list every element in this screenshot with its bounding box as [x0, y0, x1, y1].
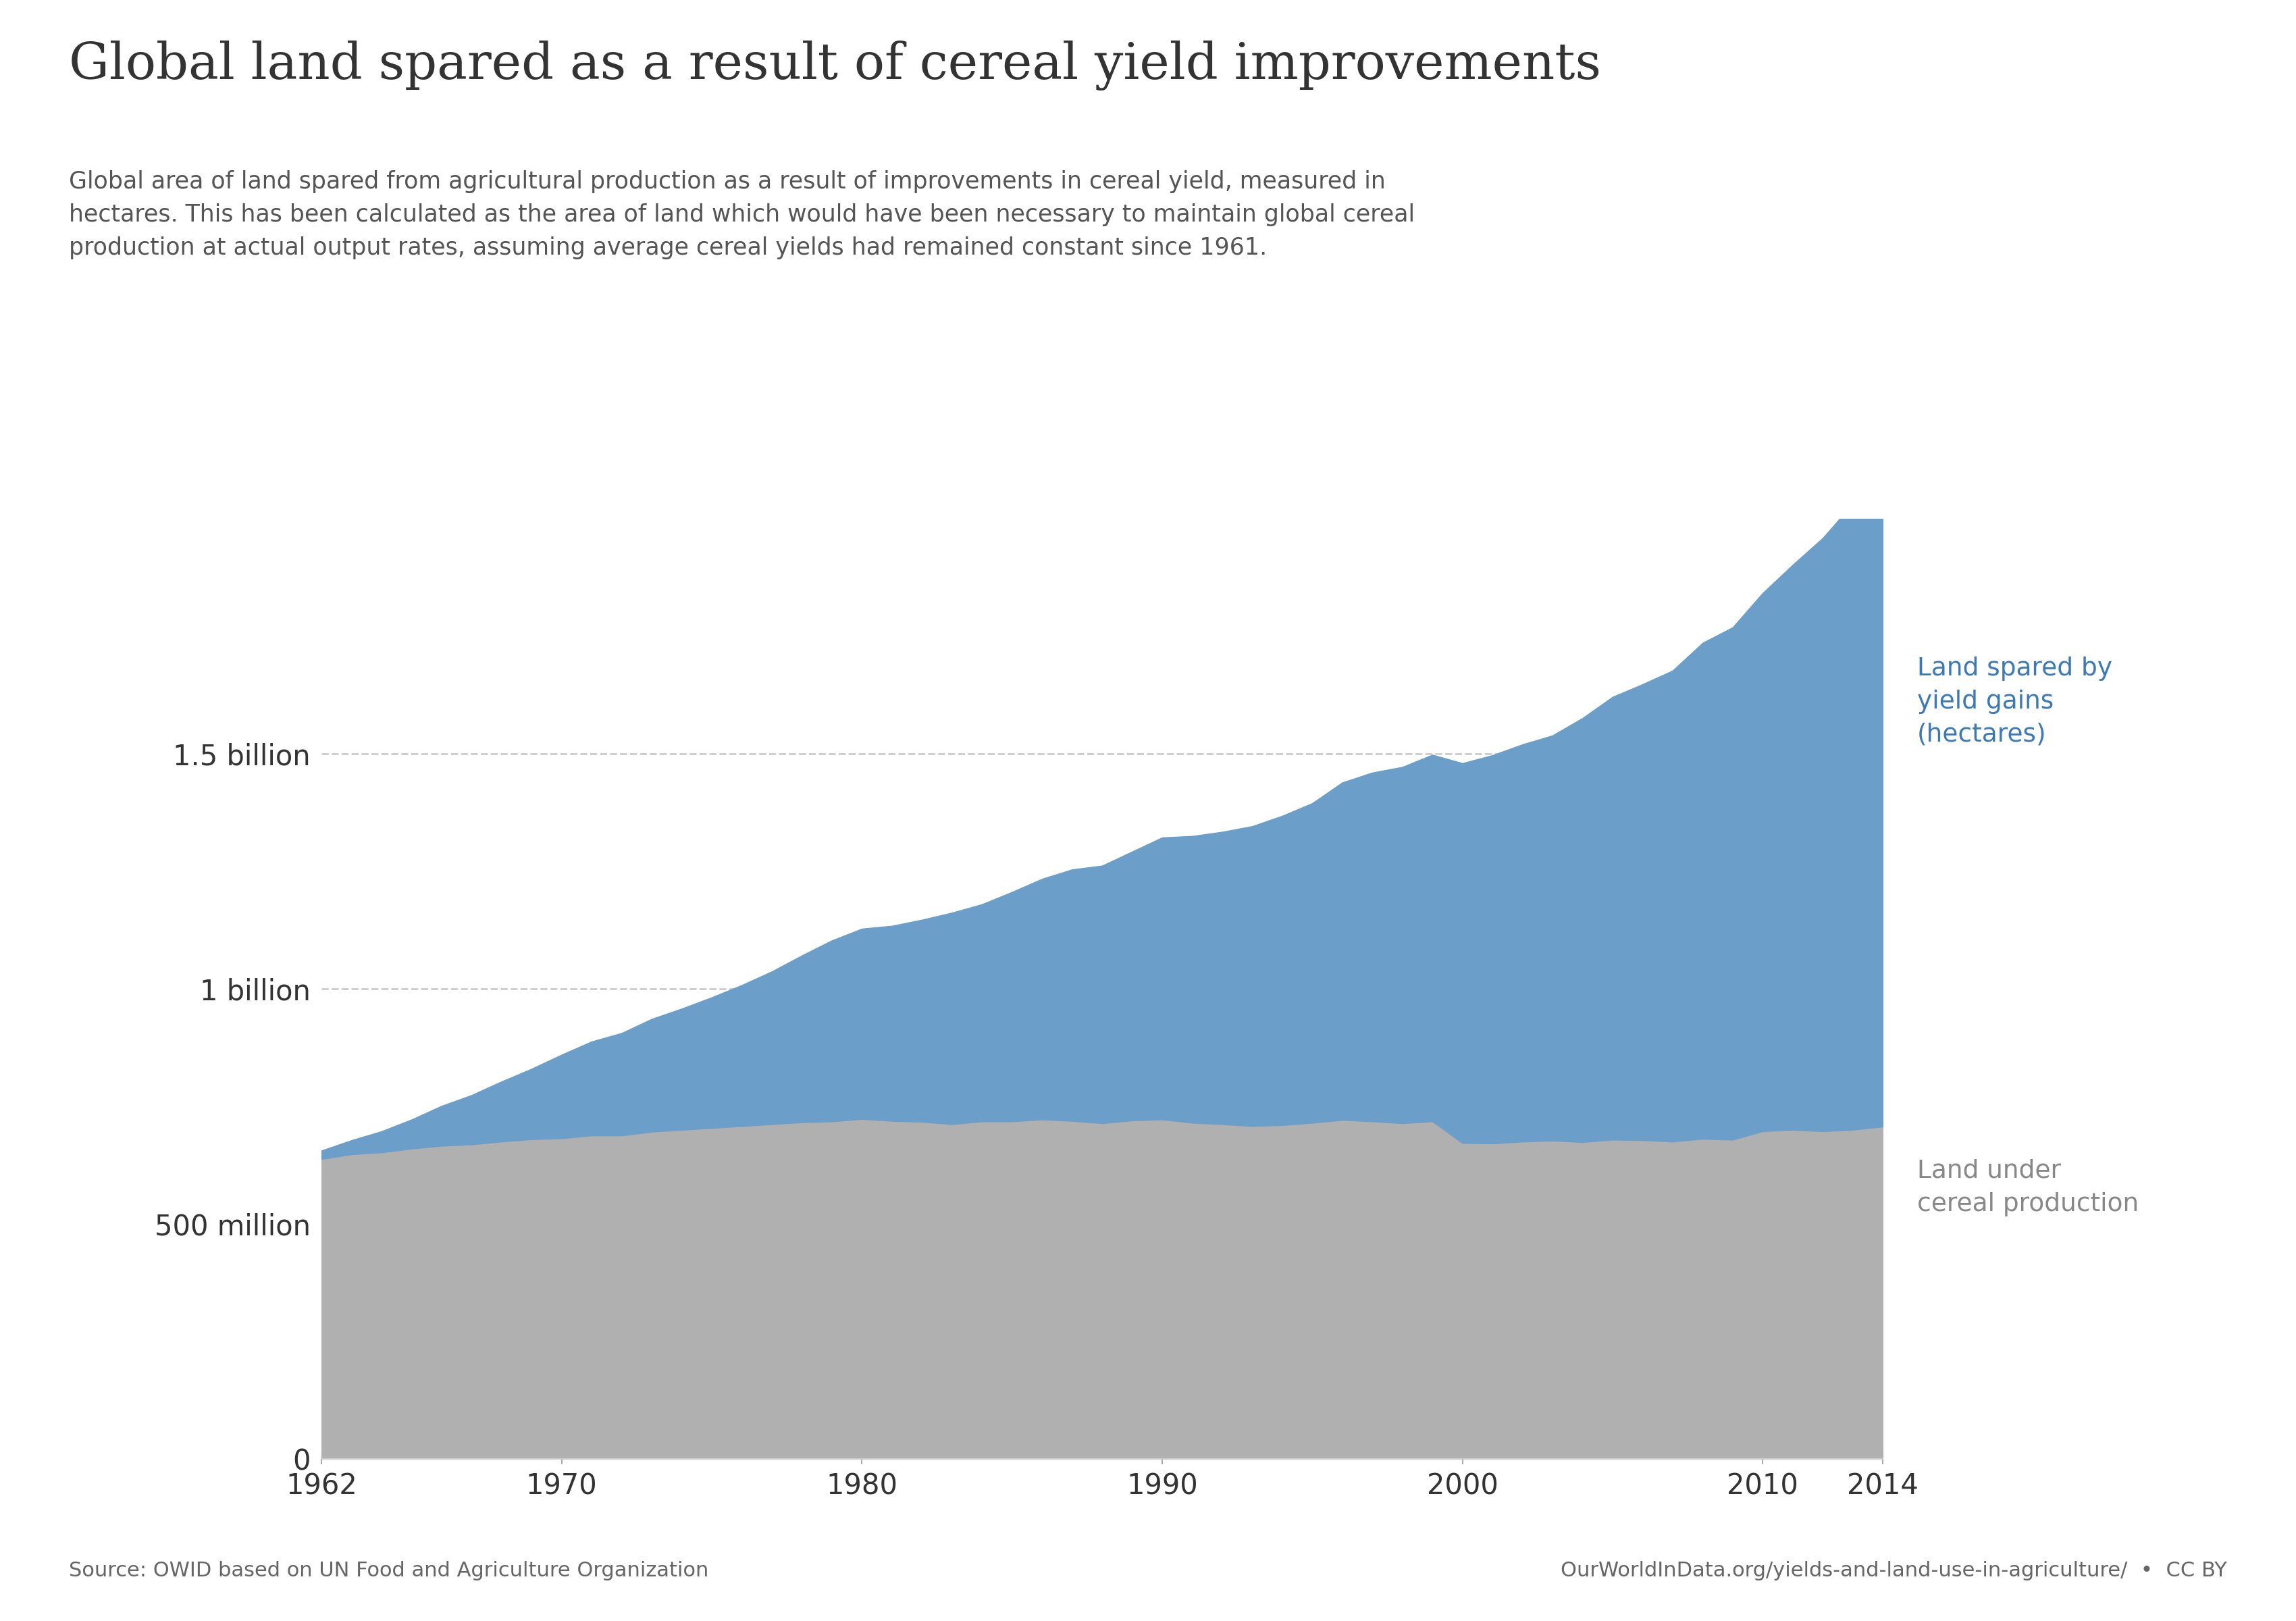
Text: in Data: in Data [2082, 107, 2161, 126]
Text: OurWorldInData.org/yields-and-land-use-in-agriculture/  •  CC BY: OurWorldInData.org/yields-and-land-use-i… [1561, 1561, 2227, 1580]
Text: Land spared by
yield gains
(hectares): Land spared by yield gains (hectares) [1917, 657, 2112, 746]
Text: Land under
cereal production: Land under cereal production [1917, 1159, 2140, 1216]
Text: Our World: Our World [2064, 52, 2179, 70]
Text: Global area of land spared from agricultural production as a result of improveme: Global area of land spared from agricult… [69, 170, 1414, 259]
Text: Global land spared as a result of cereal yield improvements: Global land spared as a result of cereal… [69, 41, 1600, 91]
Text: Source: OWID based on UN Food and Agriculture Organization: Source: OWID based on UN Food and Agricu… [69, 1561, 709, 1580]
